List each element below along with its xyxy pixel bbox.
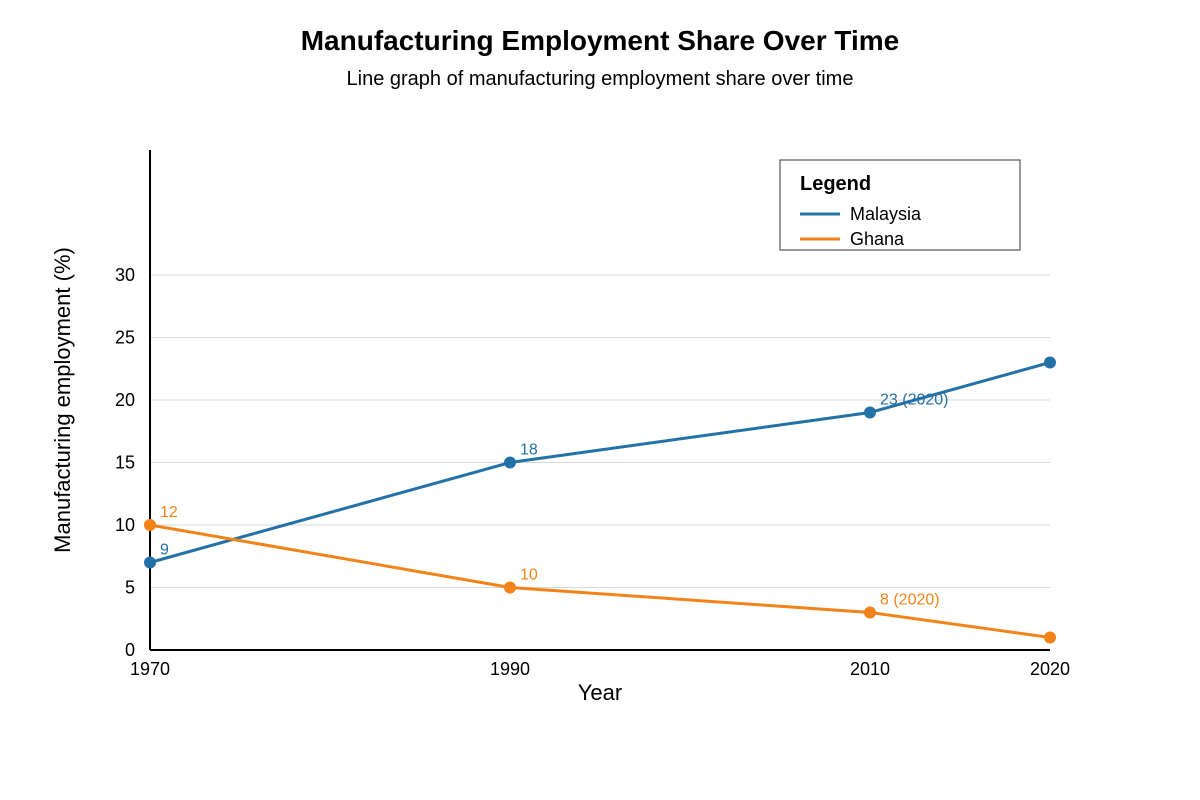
y-tick-label: 30: [115, 265, 135, 285]
data-label: 23 (2020): [880, 392, 949, 409]
data-label: 18: [520, 442, 538, 459]
chart-subtitle: Line graph of manufacturing employment s…: [347, 68, 854, 90]
x-axis-label: Year: [578, 680, 622, 705]
data-point: [864, 606, 876, 619]
legend-item-malaysia: Malaysia: [800, 204, 922, 224]
data-point: [864, 406, 876, 419]
y-axis-label: Manufacturing employment (%): [50, 247, 75, 553]
series-line: [149, 523, 1051, 639]
x-tick-label: 1990: [490, 659, 530, 679]
legend-title: Legend: [800, 173, 871, 195]
y-tick-label: 15: [115, 453, 135, 473]
series-layer: 9 18 23 (2020) 12 10 8 (2020): [144, 356, 1056, 644]
series-line: [149, 361, 1051, 564]
x-tick-label: 2020: [1030, 659, 1070, 679]
x-tick-label: 2010: [850, 659, 890, 679]
data-label: 12: [160, 504, 178, 521]
data-point: [1044, 631, 1056, 644]
data-point: [504, 581, 516, 594]
legend-box: [779, 159, 1021, 251]
y-tick-label: 0: [125, 640, 135, 660]
x-tick-label: 1970: [130, 659, 170, 679]
y-axis-ticks: 0 5 10 15 20 25 30: [115, 265, 135, 660]
data-point: [1044, 356, 1056, 369]
series-ghana: 12 10 8 (2020): [144, 504, 1056, 644]
legend-item-ghana: Ghana: [800, 229, 905, 249]
legend-items: Malaysia Ghana: [800, 204, 922, 249]
y-tick-label: 10: [115, 515, 135, 535]
y-tick-label: 20: [115, 390, 135, 410]
data-point: [144, 556, 156, 569]
y-tick-label: 5: [125, 578, 135, 598]
y-tick-label: 25: [115, 328, 135, 348]
data-label: 9: [160, 542, 169, 559]
grid-lines: [150, 274, 1050, 588]
legend-label: Malaysia: [850, 204, 922, 224]
legend-label: Ghana: [850, 229, 905, 249]
legend: Legend Malaysia Ghana: [779, 159, 1021, 251]
series-malaysia: 9 18 23 (2020): [144, 356, 1056, 569]
data-label: 8 (2020): [880, 592, 940, 609]
data-point: [144, 519, 156, 531]
data-label: 10: [520, 567, 538, 584]
chart-title: Manufacturing Employment Share Over Time: [301, 25, 900, 56]
data-point: [504, 456, 516, 469]
x-axis-ticks: 1970 1990 2010 2020: [130, 659, 1070, 679]
